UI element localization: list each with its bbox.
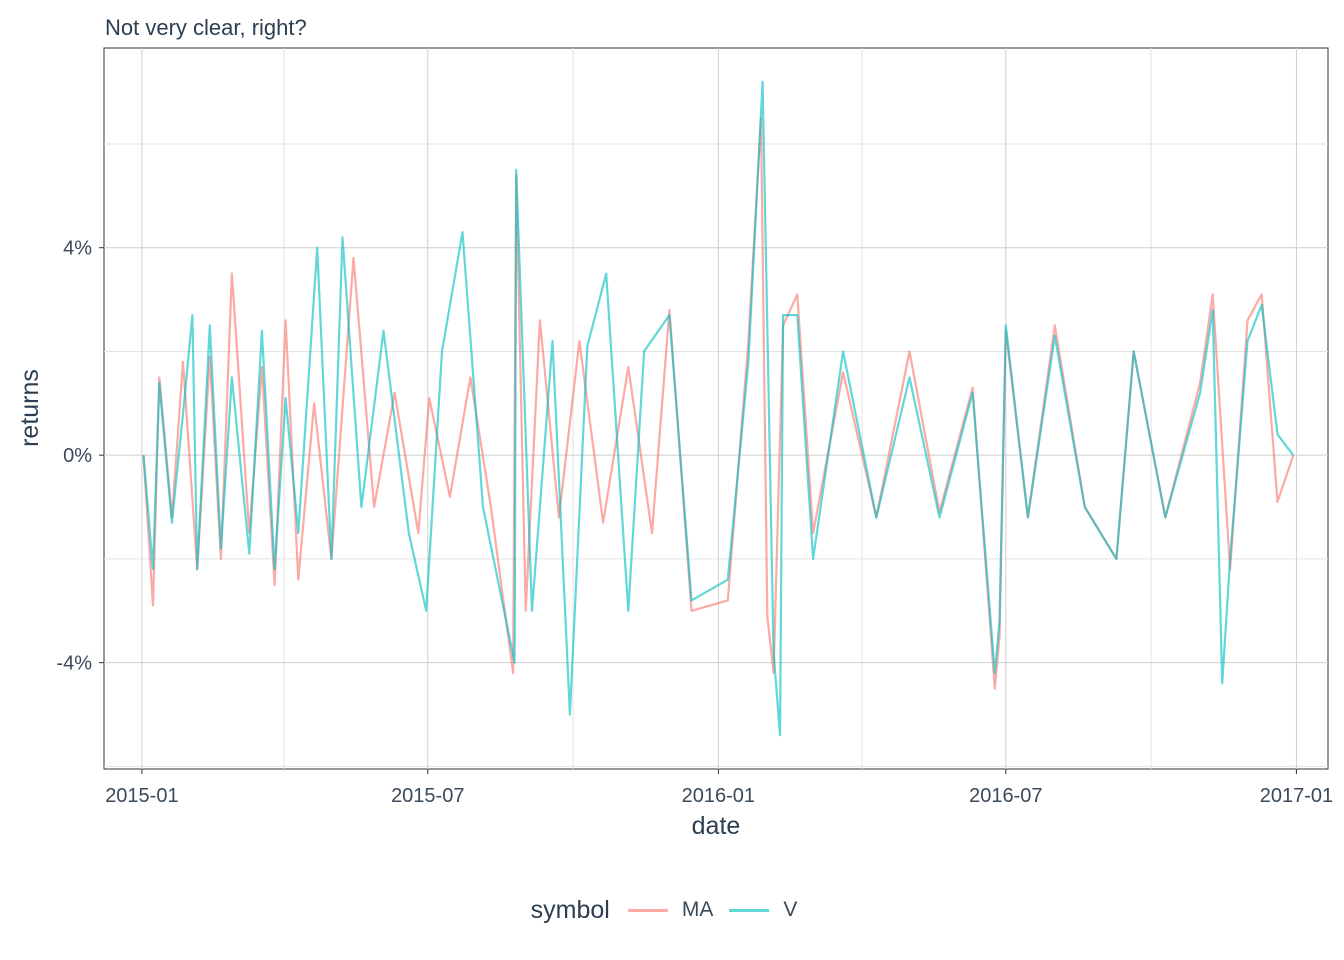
series-lines bbox=[142, 80, 1295, 737]
y-axis-title: returns bbox=[16, 369, 44, 447]
x-tick-label: 2016-01 bbox=[682, 785, 755, 807]
x-tick-label: 2016-07 bbox=[969, 785, 1042, 807]
y-tick-label: 4% bbox=[63, 238, 92, 260]
axis-ticks: -4% 0% 4% 2015-01 2015-07 2016-01 2016-07 2017-… bbox=[56, 238, 1333, 807]
legend-label-ma: MA bbox=[681, 898, 714, 921]
legend-title: symbol bbox=[530, 895, 610, 924]
series-line-v bbox=[142, 80, 1295, 737]
legend-item-v: V bbox=[729, 898, 797, 922]
y-tick-label: -4% bbox=[56, 653, 92, 675]
x-tick-label: 2017-01 bbox=[1260, 785, 1333, 807]
plot-panel bbox=[103, 47, 1329, 770]
chart-title: Not very clear, right? bbox=[105, 15, 307, 40]
legend-key-ma bbox=[627, 908, 668, 912]
y-tick-label: 0% bbox=[63, 445, 92, 467]
x-tick-label: 2015-01 bbox=[105, 785, 178, 807]
x-tick-label: 2015-07 bbox=[391, 785, 464, 807]
legend-item-ma: MA bbox=[627, 898, 714, 922]
legend-label-v: V bbox=[783, 898, 798, 921]
legend-key-v bbox=[729, 908, 770, 912]
legend: symbol MA V bbox=[0, 888, 1344, 932]
x-axis-title: date bbox=[692, 812, 741, 840]
